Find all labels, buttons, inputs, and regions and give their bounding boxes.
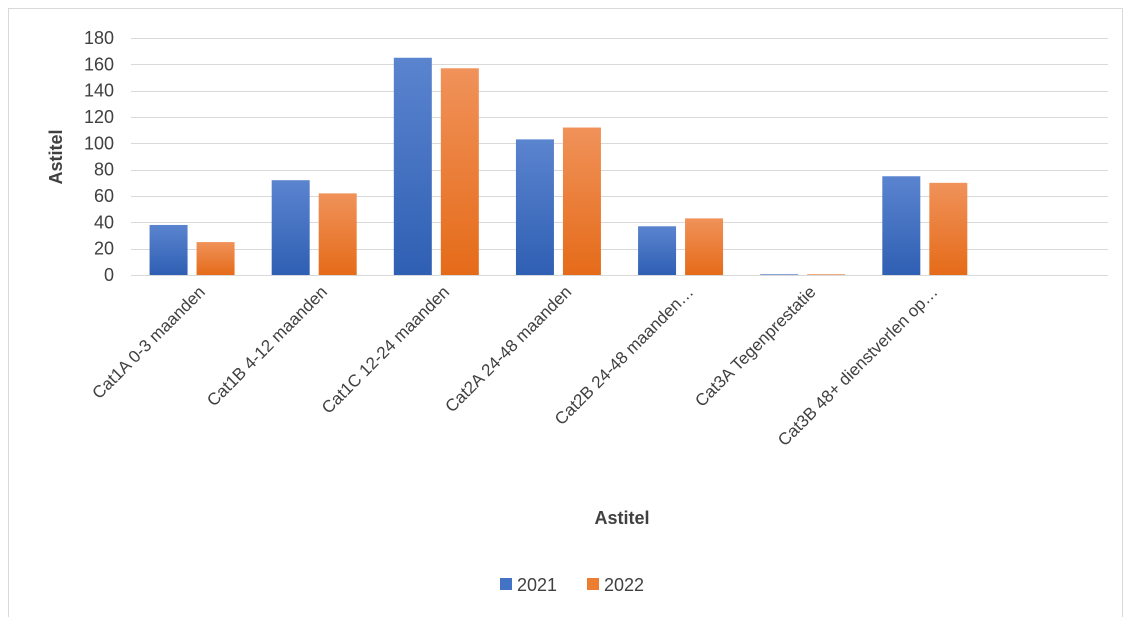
legend: 2021 2022: [500, 575, 644, 595]
bar-2022-6: [807, 274, 846, 275]
bar-2022-2: [318, 193, 357, 275]
bar-2021-7: [882, 176, 921, 275]
bar-2021-5: [638, 226, 677, 275]
x-category-label: Cat1B 4-12 maanden: [203, 282, 331, 410]
y-tick-label: 80: [94, 160, 114, 180]
y-tick-label: 120: [84, 107, 114, 127]
x-category-label: Cat2B 24-48 maanden…: [551, 282, 697, 428]
y-tick-labels: 0 20 40 60 80 100 120 140 160 180: [84, 28, 114, 285]
bar-2022-7: [929, 182, 968, 275]
legend-swatch-2021: [500, 578, 512, 590]
y-tick-label: 0: [104, 265, 114, 285]
bar-2021-3: [393, 57, 432, 275]
x-category-label: Cat2A 24-48 maanden: [442, 282, 576, 416]
bars: [149, 57, 968, 276]
x-axis-title: Astitel: [594, 508, 649, 528]
bar-2022-1: [196, 242, 235, 275]
bar-2021-6: [760, 274, 799, 275]
x-category-label: Cat3A Tegenprestatie: [691, 282, 819, 410]
bar-2022-5: [685, 218, 724, 275]
bar-2021-1: [149, 224, 188, 275]
y-axis-title: Astitel: [46, 129, 66, 184]
bar-2021-4: [515, 139, 554, 275]
legend-label-2021: 2021: [517, 575, 557, 595]
bar-2022-4: [562, 127, 601, 276]
bar-2022-3: [440, 68, 479, 276]
legend-swatch-2022: [587, 578, 599, 590]
y-tick-label: 20: [94, 239, 114, 259]
x-category-label: Cat1C 12-24 maanden: [318, 282, 453, 417]
legend-label-2022: 2022: [604, 575, 644, 595]
bar-2021-2: [271, 180, 310, 275]
y-tick-label: 100: [84, 133, 114, 153]
y-tick-label: 40: [94, 212, 114, 232]
y-tick-label: 60: [94, 186, 114, 206]
x-category-label: Cat1A 0-3 maanden: [89, 282, 209, 402]
y-tick-label: 180: [84, 28, 114, 48]
y-tick-label: 140: [84, 81, 114, 101]
y-tick-label: 160: [84, 54, 114, 74]
